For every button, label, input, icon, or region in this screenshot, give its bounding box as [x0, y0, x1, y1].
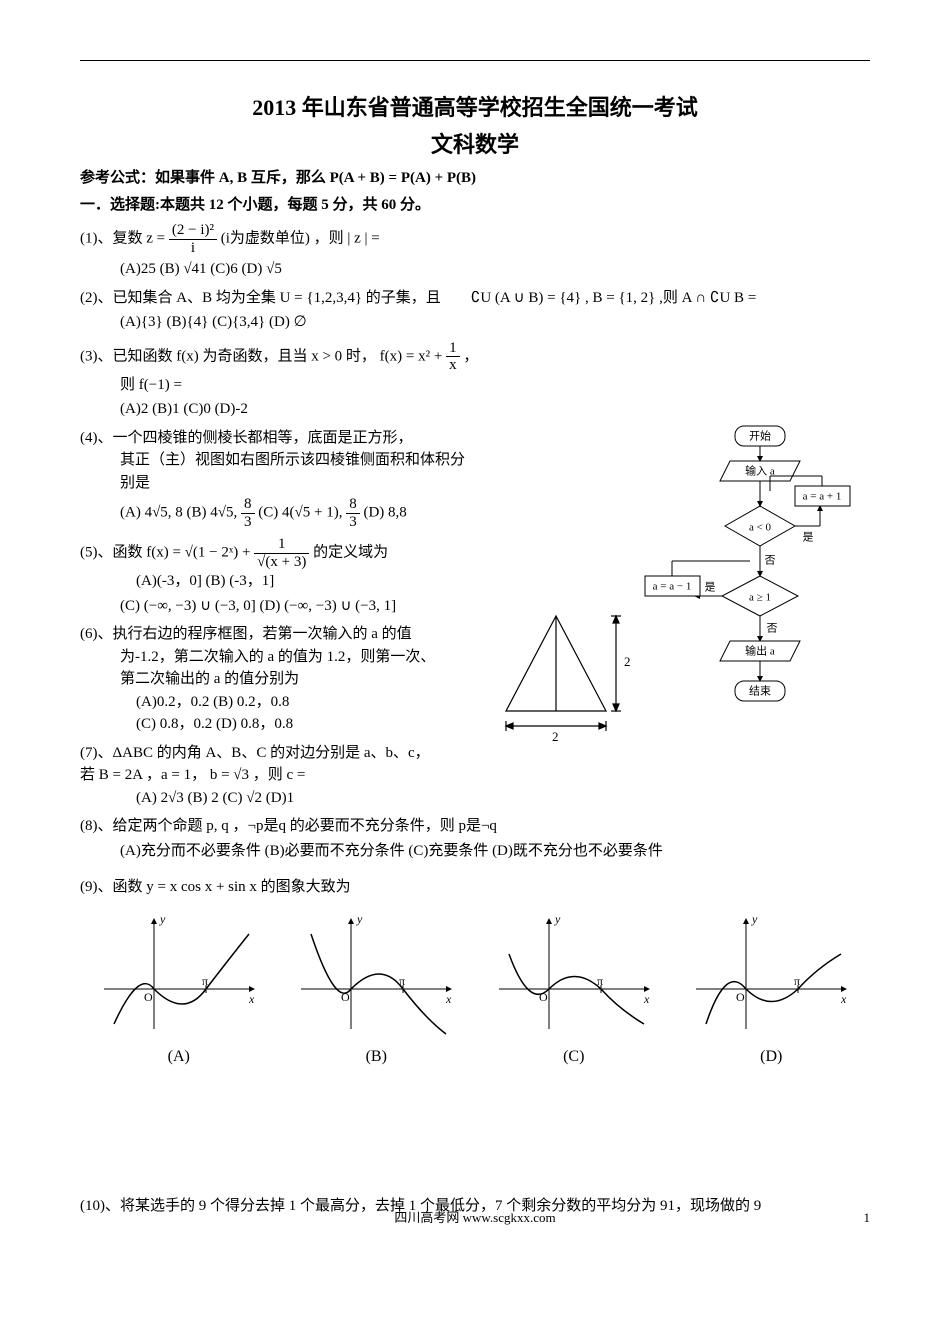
pyramid-side-label: 2 — [624, 654, 631, 669]
q4-line1: (4)、一个四棱锥的侧棱长都相等，底面是正方形， — [80, 427, 476, 450]
q8-line1: (8)、给定两个命题 p, q ，¬p是q 的必要而不充分条件，则 p是¬q — [80, 815, 870, 838]
svg-text:否: 否 — [765, 554, 776, 566]
svg-text:是: 是 — [705, 580, 716, 593]
question-2: (2)、已知集合 A、B 均为全集 U = {1,2,3,4} 的子集，且 ∁U… — [80, 287, 870, 334]
q9-charts: O x y π (A) O x y π (B) — [80, 909, 870, 1069]
svg-text:a < 0: a < 0 — [749, 521, 772, 533]
reference-formula: 参考公式：如果事件 A, B 互斥，那么 P(A + B) = P(A) + P… — [80, 167, 870, 190]
pyramid-figure: 2 2 — [476, 601, 636, 751]
q9-stem: (9)、函数 y = x cos x + sin x 的图象大致为 — [80, 876, 870, 899]
svg-text:a = a + 1: a = a + 1 — [803, 490, 842, 502]
svg-text:开始: 开始 — [749, 428, 771, 442]
q6-line1: (6)、执行右边的程序框图，若第一次输入的 a 的值 — [80, 623, 476, 646]
q2-options: (A){3} (B){4} (C){3,4} (D) ∅ — [120, 311, 870, 334]
svg-text:y: y — [356, 912, 363, 926]
question-5: (5)、函数 f(x) = √(1 − 2ˣ) + 1 √(x + 3) 的定义… — [80, 536, 476, 617]
q5-stem-b: 的定义域为 — [313, 544, 388, 560]
svg-text:x: x — [643, 992, 650, 1006]
q2-stem: (2)、已知集合 A、B 均为全集 U = {1,2,3,4} 的子集，且 ∁U… — [80, 287, 870, 310]
question-3: (3)、已知函数 f(x) 为奇函数，且当 x > 0 时， f(x) = x²… — [80, 340, 870, 421]
footer-text: 四川高考网 www.scgkxx.com — [0, 1208, 950, 1228]
question-6: (6)、执行右边的程序框图，若第一次输入的 a 的值 为-1.2，第二次输入的 … — [80, 623, 476, 736]
q9-chart-a: O x y π (A) — [80, 909, 278, 1069]
page-number: 1 — [864, 1208, 871, 1228]
question-7: (7)、ΔABC 的内角 A、B、C 的对边分别是 a、b、c， 若 B = 2… — [80, 742, 476, 810]
q3-stem-a: (3)、已知函数 f(x) 为奇函数，且当 x > 0 时， f(x) = x²… — [80, 348, 446, 364]
svg-text:否: 否 — [767, 622, 778, 634]
q9-chart-b: O x y π (B) — [278, 909, 476, 1069]
q8-options: (A)充分而不必要条件 (B)必要而不充分条件 (C)充要条件 (D)既不充分也… — [120, 840, 870, 863]
svg-text:y: y — [751, 912, 758, 926]
q9-chart-d: O x y π (D) — [673, 909, 871, 1069]
question-1: (1)、复数 z = (2 − i)² i (i为虚数单位) ，则 | z | … — [80, 222, 870, 281]
q6-line3: 第二次输出的 a 的值分别为 — [120, 668, 476, 691]
svg-text:输出 a: 输出 a — [745, 643, 775, 657]
svg-text:O: O — [539, 990, 548, 1004]
q7-options: (A) 2√3 (B) 2 (C) √2 (D)1 — [136, 787, 476, 810]
svg-text:x: x — [840, 992, 847, 1006]
flowchart-figure: 开始 输入 a a < 0 是 a = a + 1 否 a ≥ 1 — [640, 421, 870, 751]
svg-text:a = a − 1: a = a − 1 — [653, 580, 692, 592]
q1-fraction: (2 − i)² i — [169, 222, 217, 256]
q1-options: (A)25 (B) √41 (C)6 (D) √5 — [120, 258, 870, 281]
svg-text:π: π — [794, 974, 800, 988]
question-9: (9)、函数 y = x cos x + sin x 的图象大致为 O x y … — [80, 876, 870, 1069]
question-4: (4)、一个四棱锥的侧棱长都相等，底面是正方形， 其正（主）视图如右图所示该四棱… — [80, 427, 476, 531]
page-subtitle: 文科数学 — [80, 128, 870, 161]
section-heading: 一．选择题:本题共 12 个小题，每题 5 分，共 60 分。 — [80, 194, 870, 217]
q6-opt1: (A)0.2，0.2 (B) 0.2，0.8 — [136, 691, 476, 714]
q5-fraction: 1 √(x + 3) — [254, 536, 309, 570]
q3-line2: 则 f(−1) = — [120, 374, 870, 397]
question-8: (8)、给定两个命题 p, q ，¬p是q 的必要而不充分条件，则 p是¬q (… — [80, 815, 870, 862]
q5-stem-a: (5)、函数 f(x) = √(1 − 2ˣ) + — [80, 544, 254, 560]
q9-label-b: (B) — [278, 1045, 476, 1069]
q1-stem-prefix: (1)、复数 z = — [80, 230, 165, 246]
svg-text:π: π — [202, 974, 208, 988]
q9-label-c: (C) — [475, 1045, 673, 1069]
q9-label-a: (A) — [80, 1045, 278, 1069]
q1-stem-suffix: (i为虚数单位) ，则 | z | = — [221, 230, 380, 246]
q4-line2: 其正（主）视图如右图所示该四棱锥侧面积和体积分别是 — [120, 449, 476, 494]
svg-text:x: x — [445, 992, 452, 1006]
svg-text:a ≥ 1: a ≥ 1 — [749, 591, 771, 603]
svg-text:输入 a: 输入 a — [745, 463, 775, 477]
top-divider — [80, 60, 870, 61]
q7-line2: 若 B = 2A ，a = 1， b = √3 ，则 c = — [80, 764, 476, 787]
q6-opt2: (C) 0.8，0.2 (D) 0.8，0.8 — [136, 713, 476, 736]
svg-text:O: O — [736, 990, 745, 1004]
svg-text:y: y — [554, 912, 561, 926]
q7-line1: (7)、ΔABC 的内角 A、B、C 的对边分别是 a、b、c， — [80, 742, 476, 765]
svg-text:结束: 结束 — [749, 684, 771, 697]
q3-options: (A)2 (B)1 (C)0 (D)-2 — [120, 398, 870, 421]
q5-opt2: (C) (−∞, −3) ∪ (−3, 0] (D) (−∞, −3) ∪ (−… — [120, 595, 476, 618]
svg-text:x: x — [248, 992, 255, 1006]
page-title: 2013 年山东省普通高等学校招生全国统一考试 — [80, 91, 870, 124]
q5-opt1: (A)(-3，0] (B) (-3，1] — [136, 570, 476, 593]
q9-label-d: (D) — [673, 1045, 871, 1069]
svg-text:y: y — [159, 912, 166, 926]
q3-stem-b: ， — [463, 348, 478, 364]
q3-fraction: 1 x — [446, 340, 460, 374]
svg-text:O: O — [144, 990, 153, 1004]
q4-options: (A) 4√5, 8 (B) 4√5, 83 (C) 4(√5 + 1), 83… — [120, 496, 476, 530]
pyramid-base-label: 2 — [552, 729, 559, 744]
q6-line2: 为-1.2，第二次输入的 a 的值为 1.2，则第一次、 — [120, 646, 476, 669]
svg-text:是: 是 — [803, 530, 814, 543]
q9-chart-c: O x y π (C) — [475, 909, 673, 1069]
